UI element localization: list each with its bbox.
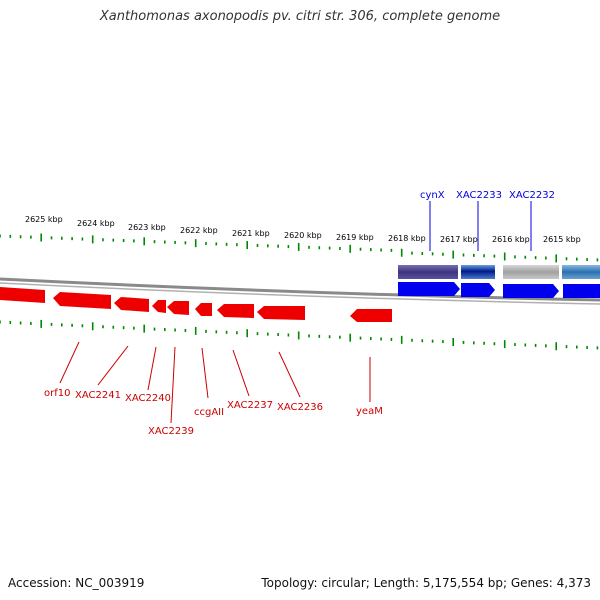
kbp-label: 2620 kbp: [284, 231, 322, 240]
gene-label-xac2241[interactable]: XAC2241: [75, 390, 121, 401]
kbp-label: 2621 kbp: [232, 229, 270, 238]
reverse-gene-arrow[interactable]: [350, 309, 392, 322]
callout-line: [278, 351, 301, 398]
forward-ruler-ticks: [0, 233, 599, 263]
callout-line: [147, 346, 157, 391]
reverse-gene-arrow[interactable]: [257, 306, 305, 320]
kbp-label: 2625 kbp: [25, 215, 63, 224]
callout-line: [97, 345, 129, 386]
gene-label-xac2233[interactable]: XAC2233: [456, 190, 502, 201]
reverse-gene-arrow[interactable]: [0, 287, 45, 303]
kbp-label: 2624 kbp: [77, 219, 115, 228]
gene-bar-xac2232[interactable]: [503, 265, 559, 279]
kbp-label: 2617 kbp: [440, 235, 478, 244]
kbp-label: 2619 kbp: [336, 233, 374, 242]
forward-gene-arrow[interactable]: [563, 284, 600, 298]
gene-label-ccgaii[interactable]: ccgAII: [194, 407, 224, 418]
callout-line: [59, 341, 80, 384]
gene-label-xac2237[interactable]: XAC2237: [227, 400, 273, 411]
callout-line: [232, 349, 250, 397]
reverse-gene-arrow[interactable]: [167, 301, 189, 315]
reverse-gene-arrow[interactable]: [217, 304, 254, 318]
kbp-label: 2623 kbp: [128, 223, 166, 232]
gene-label-xac2239[interactable]: XAC2239: [148, 426, 194, 437]
genome-summary: Topology: circular; Length: 5,175,554 bp…: [261, 576, 591, 590]
gene-bar-xac2233[interactable]: [461, 265, 495, 279]
genome-backbone-inner: [0, 282, 600, 305]
gene-label-yeam[interactable]: yeaM: [356, 406, 383, 417]
kbp-label: 2622 kbp: [180, 226, 218, 235]
gene-bar-steel[interactable]: [562, 265, 600, 279]
reverse-gene-arrow[interactable]: [53, 292, 111, 309]
kbp-label: 2615 kbp: [543, 235, 581, 244]
reverse-gene-arrow[interactable]: [195, 303, 212, 316]
gene-label-xac2232[interactable]: XAC2232: [509, 190, 555, 201]
accession-label: Accession: NC_003919: [8, 576, 145, 590]
kbp-label: 2618 kbp: [388, 234, 426, 243]
gene-label-xac2240[interactable]: XAC2240: [125, 393, 171, 404]
forward-gene-arrow[interactable]: [503, 284, 559, 298]
genome-title: Xanthomonas axonopodis pv. citri str. 30…: [99, 9, 501, 24]
genome-backbone-outer: [0, 277, 600, 302]
reverse-gene-arrow[interactable]: [114, 297, 149, 312]
kbp-label: 2616 kbp: [492, 235, 530, 244]
reverse-gene-arrow[interactable]: [152, 300, 166, 313]
forward-gene-arrow[interactable]: [461, 283, 495, 297]
forward-gene-arrow[interactable]: [398, 282, 460, 296]
gene-label-cynx[interactable]: cynX: [420, 190, 445, 201]
gene-label-orf10[interactable]: orf10: [44, 388, 70, 399]
callout-line: [170, 346, 176, 424]
gene-label-xac2236[interactable]: XAC2236: [277, 402, 323, 413]
callout-line: [201, 347, 209, 399]
reverse-ruler-ticks: [0, 319, 599, 351]
gene-bar-cynx[interactable]: [398, 265, 458, 279]
